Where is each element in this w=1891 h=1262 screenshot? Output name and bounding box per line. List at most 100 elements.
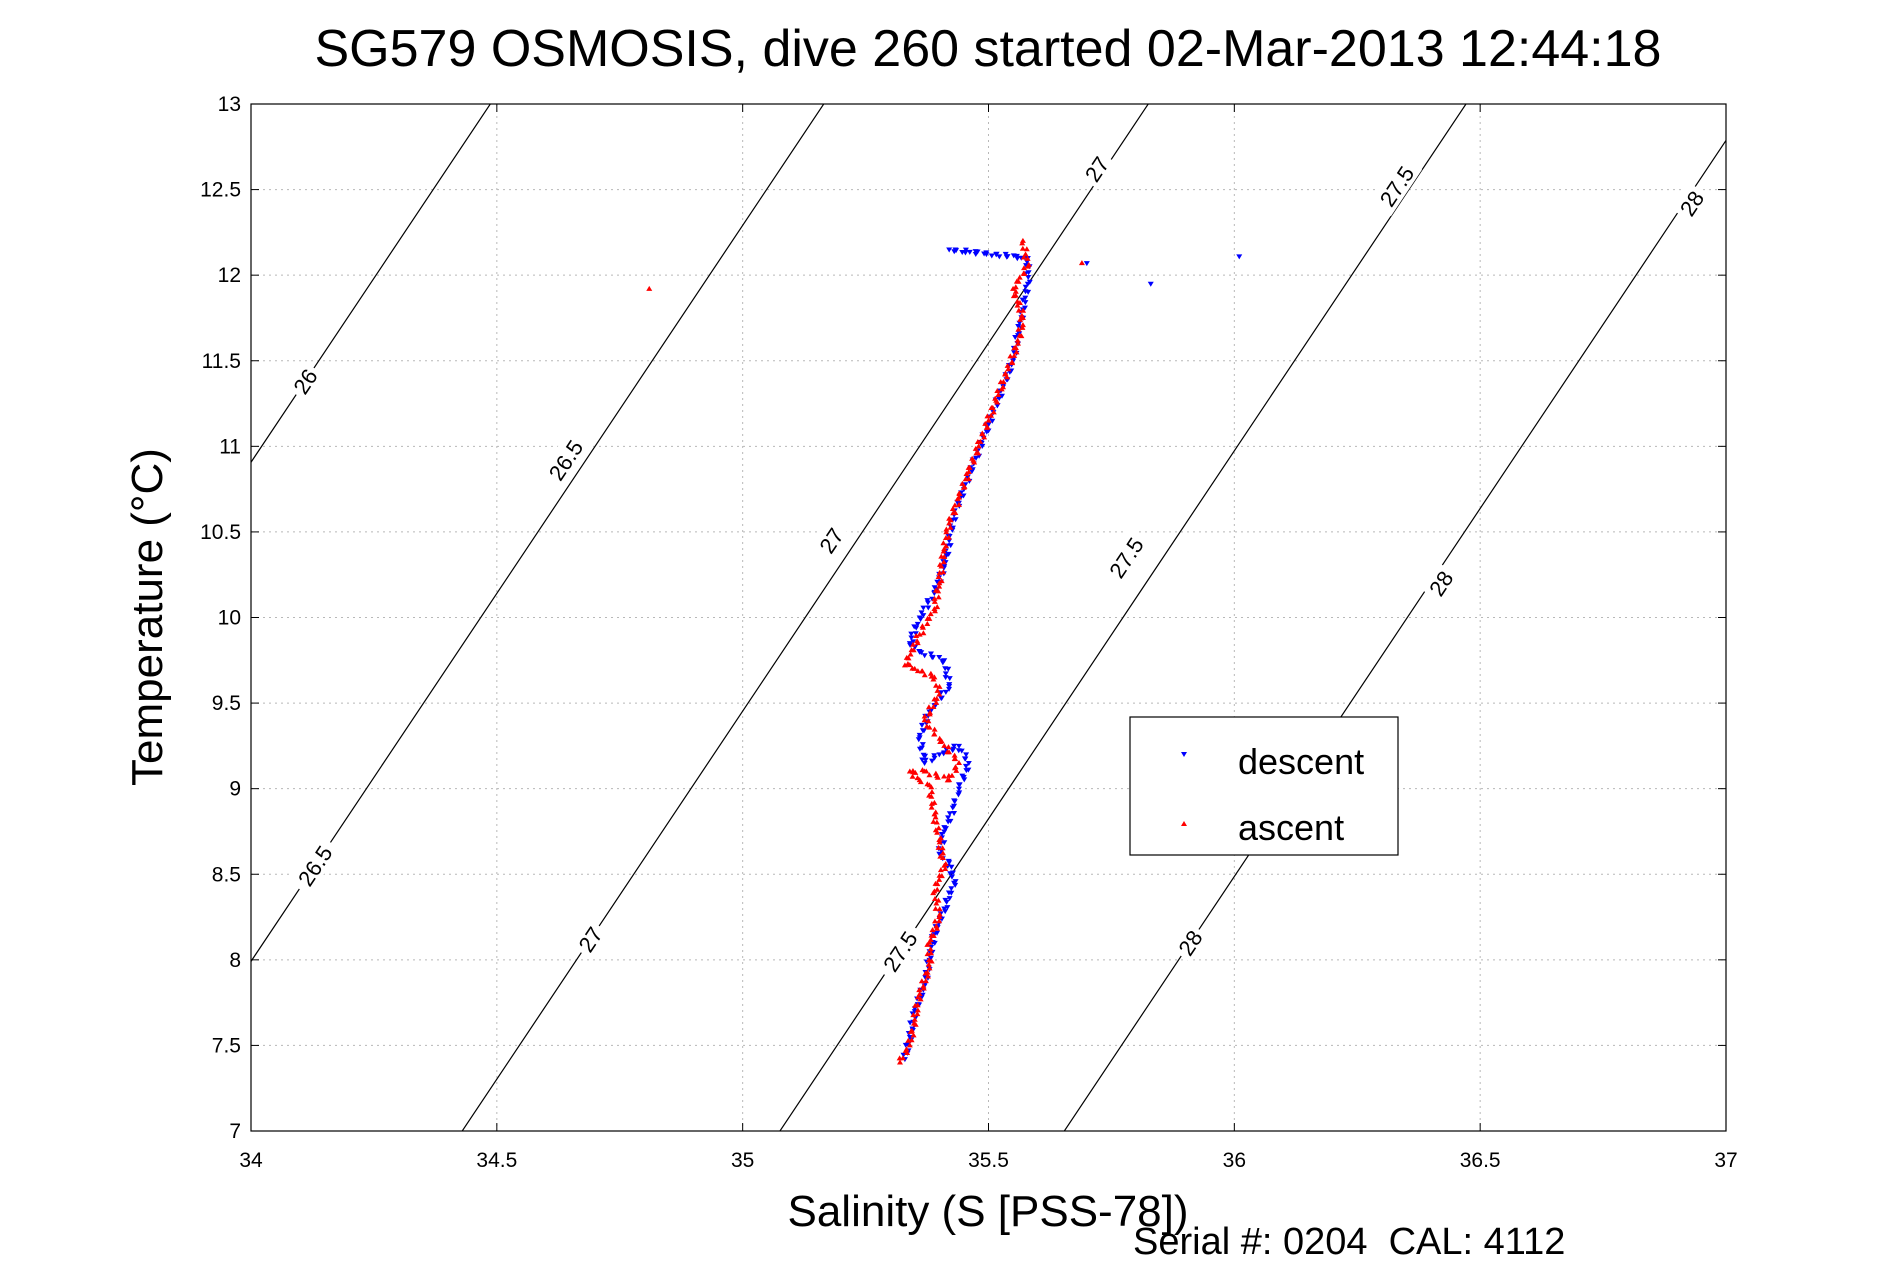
ascent-point [937, 853, 944, 859]
descent-point [916, 648, 923, 654]
ascent-point [1022, 251, 1029, 257]
descent-point [945, 551, 952, 557]
legend-descent-marker [1181, 752, 1187, 757]
contour-label-bg [287, 834, 341, 896]
ascent-point [941, 773, 948, 779]
ascent-point [908, 1027, 915, 1033]
ascent-point [994, 388, 1001, 394]
descent-point [931, 755, 938, 761]
descent-point [966, 249, 973, 255]
descent-point [919, 728, 926, 734]
descent-point [945, 890, 952, 896]
ascent-point [910, 641, 917, 647]
ascent-point [914, 1011, 921, 1017]
ascent-point [936, 872, 943, 878]
serial-cal-footer: Serial #: 0204 CAL: 4112 [1133, 1221, 1565, 1262]
ascent-point [952, 756, 959, 762]
descent-point [906, 1034, 913, 1040]
descent-point [920, 605, 927, 611]
ascent-point [928, 958, 935, 964]
ascent-point [1012, 292, 1019, 298]
descent-point [949, 748, 956, 754]
ascent-point [1078, 260, 1085, 266]
descent-point [956, 790, 963, 796]
ascent-point [975, 443, 982, 449]
descent-point [951, 743, 958, 749]
descent-point [946, 811, 953, 817]
ascent-point [988, 412, 995, 418]
ascent-point [931, 598, 938, 604]
ascent-point [951, 752, 958, 758]
y-tick-label: 13 [218, 93, 241, 116]
descent-point [979, 443, 986, 449]
descent-point [941, 840, 948, 846]
ascent-point [924, 781, 931, 787]
ascent-point [1018, 312, 1025, 318]
y-tick-label: 10 [218, 607, 241, 630]
descent-point [927, 651, 934, 657]
y-tick-label: 9.5 [212, 692, 241, 715]
ascent-point [1019, 245, 1026, 251]
ascent-point [984, 424, 991, 430]
ascent-point [935, 825, 942, 831]
ascent-point [946, 777, 953, 783]
ascent-point [1015, 307, 1022, 313]
descent-point [946, 686, 953, 692]
ascent-point [1004, 362, 1011, 368]
ascent-point [933, 900, 940, 906]
ascent-point [910, 1032, 917, 1038]
ascent-point [927, 709, 934, 715]
x-tick-label: 34 [239, 1149, 263, 1172]
ascent-point [969, 455, 976, 461]
ascent-point [932, 905, 939, 911]
descent-point [962, 763, 969, 769]
legend-descent-label: descent [1238, 741, 1364, 782]
descent-point [947, 818, 954, 824]
ascent-point [941, 546, 948, 552]
x-tick-label: 35.5 [968, 1149, 1009, 1172]
ascent-point [910, 1020, 917, 1026]
y-axis-label: Temperature (°C) [123, 448, 172, 786]
ascent-point [936, 876, 943, 882]
ascent-point [931, 896, 938, 902]
ascent-point [946, 515, 953, 521]
contour-label-bg [1671, 182, 1711, 224]
ascent-point [952, 764, 959, 770]
ascent-point [1013, 349, 1020, 355]
descent-point [919, 757, 926, 763]
ascent-point [928, 673, 935, 679]
contour-label-bg [284, 360, 324, 402]
ascent-point [1013, 278, 1020, 284]
ascent-point [1015, 326, 1022, 332]
y-tick-label: 7.5 [212, 1034, 241, 1057]
descent-point [955, 748, 962, 754]
ascent-point [961, 483, 968, 489]
descent-point [961, 777, 968, 783]
descent-point [946, 676, 953, 682]
descent-point [936, 655, 943, 661]
descent-point [962, 247, 969, 253]
ascent-point [932, 809, 939, 815]
ascent-point [1014, 302, 1021, 308]
ascent-point [916, 987, 923, 993]
ascent-point [1020, 270, 1027, 276]
descent-point [996, 396, 1003, 402]
ascent-point [924, 969, 931, 975]
ascent-point [915, 994, 922, 1000]
isopycnal-line [251, 104, 492, 464]
descent-point [1022, 300, 1029, 306]
ascent-point [1002, 370, 1009, 376]
descent-point [956, 786, 962, 792]
ascent-point [920, 983, 927, 989]
ascent-point [936, 914, 943, 920]
descent-point [947, 543, 954, 549]
ascent-point [935, 574, 942, 580]
ascent-point [940, 540, 947, 546]
descent-point [1147, 281, 1154, 287]
descent-point [948, 864, 955, 870]
ascent-point [926, 965, 933, 971]
descent-point [1010, 253, 1017, 259]
descent-point [961, 756, 968, 762]
ascent-point [931, 731, 938, 737]
